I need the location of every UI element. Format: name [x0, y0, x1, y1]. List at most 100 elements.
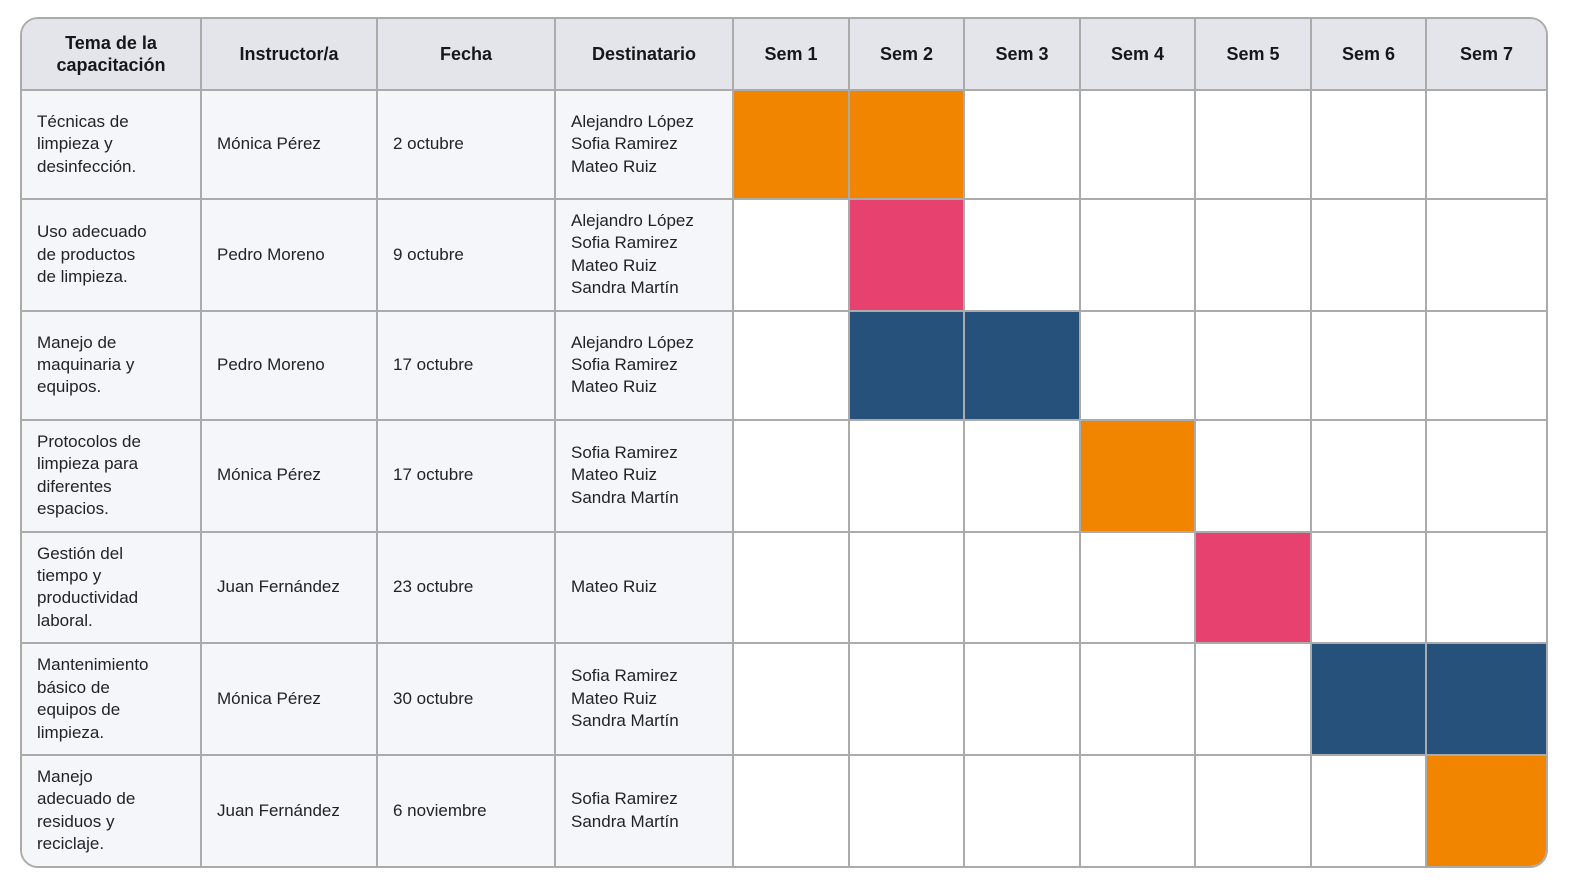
- gantt-cell-empty-week-6: [1312, 532, 1427, 645]
- column-header-week-4: Sem 4: [1081, 19, 1196, 91]
- gantt-cell-empty-week-3: [965, 91, 1081, 200]
- column-header-instructor: Instructor/a: [202, 19, 378, 91]
- instructor-cell: Juan Fernández: [202, 756, 378, 866]
- tema-cell: Manejo adecuado de residuos y reciclaje.: [22, 756, 202, 866]
- table-row: Gestión del tiempo y productividad labor…: [22, 532, 1546, 645]
- instructor-cell: Pedro Moreno: [202, 200, 378, 312]
- tema-cell: Técnicas de limpieza y desinfección.: [22, 91, 202, 200]
- gantt-cell-empty-week-5: [1196, 311, 1312, 421]
- table-body: Técnicas de limpieza y desinfección. Móni…: [22, 91, 1546, 866]
- column-header-week-7: Sem 7: [1427, 19, 1546, 91]
- tema-cell: Protocolos de limpieza para diferentes e…: [22, 420, 202, 533]
- tema-cell: Gestión del tiempo y productividad labor…: [22, 532, 202, 645]
- tema-cell: Manejo de maquinaria y equipos.: [22, 311, 202, 421]
- instructor-cell: Mónica Pérez: [202, 644, 378, 756]
- gantt-cell-empty-week-6: [1312, 420, 1427, 533]
- gantt-cell-empty-week-1: [734, 532, 850, 645]
- gantt-cell-empty-week-6: [1312, 311, 1427, 421]
- instructor-cell: Mónica Pérez: [202, 91, 378, 200]
- gantt-bar-blue-week-3: [965, 311, 1081, 421]
- gantt-cell-empty-week-4: [1081, 756, 1196, 866]
- fecha-cell: 17 octubre: [378, 420, 556, 533]
- gantt-cell-empty-week-1: [734, 644, 850, 756]
- column-header-week-1: Sem 1: [734, 19, 850, 91]
- gantt-cell-empty-week-7: [1427, 532, 1546, 645]
- gantt-cell-empty-week-5: [1196, 644, 1312, 756]
- column-header-destinatario: Destinatario: [556, 19, 734, 91]
- gantt-bar-orange-week-4: [1081, 420, 1196, 533]
- instructor-cell: Juan Fernández: [202, 532, 378, 645]
- tema-cell: Uso adecuado de productos de limpieza.: [22, 200, 202, 312]
- gantt-cell-empty-week-6: [1312, 756, 1427, 866]
- gantt-cell-empty-week-5: [1196, 756, 1312, 866]
- gantt-cell-empty-week-5: [1196, 420, 1312, 533]
- destinatario-cell: Sofia Ramirez Sandra Martín: [556, 756, 734, 866]
- header-row: Tema de la capacitación Instructor/a Fecha…: [22, 19, 1546, 91]
- destinatario-cell: Mateo Ruiz: [556, 532, 734, 645]
- training-schedule-table: Tema de la capacitación Instructor/a Fecha…: [22, 19, 1546, 866]
- gantt-cell-empty-week-4: [1081, 644, 1196, 756]
- destinatario-cell: Alejandro López Sofia Ramirez Mateo Ruiz: [556, 311, 734, 421]
- gantt-cell-empty-week-2: [850, 756, 965, 866]
- gantt-cell-empty-week-1: [734, 420, 850, 533]
- gantt-cell-empty-week-4: [1081, 532, 1196, 645]
- gantt-cell-empty-week-3: [965, 756, 1081, 866]
- table-header: Tema de la capacitación Instructor/a Fecha…: [22, 19, 1546, 91]
- gantt-cell-empty-week-7: [1427, 420, 1546, 533]
- fecha-cell: 17 octubre: [378, 311, 556, 421]
- destinatario-cell: Alejandro López Sofia Ramirez Mateo Ruiz: [556, 91, 734, 200]
- gantt-cell-empty-week-7: [1427, 91, 1546, 200]
- gantt-cell-empty-week-1: [734, 311, 850, 421]
- column-header-week-6: Sem 6: [1312, 19, 1427, 91]
- table-row: Mantenimiento básico de equipos de limpi…: [22, 644, 1546, 756]
- instructor-cell: Pedro Moreno: [202, 311, 378, 421]
- table-row: Técnicas de limpieza y desinfección. Móni…: [22, 91, 1546, 200]
- fecha-cell: 30 octubre: [378, 644, 556, 756]
- gantt-cell-empty-week-2: [850, 644, 965, 756]
- fecha-cell: 23 octubre: [378, 532, 556, 645]
- gantt-cell-empty-week-4: [1081, 200, 1196, 312]
- gantt-bar-blue-week-7: [1427, 644, 1546, 756]
- tema-cell: Mantenimiento básico de equipos de limpi…: [22, 644, 202, 756]
- table-row: Manejo de maquinaria y equipos. Pedro Mor…: [22, 311, 1546, 421]
- gantt-cell-empty-week-6: [1312, 91, 1427, 200]
- destinatario-cell: Sofia Ramirez Mateo Ruiz Sandra Martín: [556, 420, 734, 533]
- fecha-cell: 2 octubre: [378, 91, 556, 200]
- gantt-cell-empty-week-3: [965, 200, 1081, 312]
- gantt-bar-orange-week-7: [1427, 756, 1546, 866]
- gantt-cell-empty-week-2: [850, 420, 965, 533]
- instructor-cell: Mónica Pérez: [202, 420, 378, 533]
- gantt-cell-empty-week-7: [1427, 311, 1546, 421]
- table-row: Manejo adecuado de residuos y reciclaje.…: [22, 756, 1546, 866]
- gantt-cell-empty-week-3: [965, 420, 1081, 533]
- column-header-week-5: Sem 5: [1196, 19, 1312, 91]
- gantt-cell-empty-week-1: [734, 200, 850, 312]
- table-row: Protocolos de limpieza para diferentes e…: [22, 420, 1546, 533]
- gantt-bar-blue-week-2: [850, 311, 965, 421]
- gantt-bar-pink-week-2: [850, 200, 965, 312]
- gantt-cell-empty-week-5: [1196, 91, 1312, 200]
- gantt-cell-empty-week-5: [1196, 200, 1312, 312]
- column-header-fecha: Fecha: [378, 19, 556, 91]
- gantt-bar-pink-week-5: [1196, 532, 1312, 645]
- gantt-cell-empty-week-3: [965, 644, 1081, 756]
- gantt-cell-empty-week-4: [1081, 91, 1196, 200]
- gantt-bar-orange-week-2: [850, 91, 965, 200]
- column-header-week-3: Sem 3: [965, 19, 1081, 91]
- destinatario-cell: Sofia Ramirez Mateo Ruiz Sandra Martín: [556, 644, 734, 756]
- gantt-cell-empty-week-1: [734, 756, 850, 866]
- gantt-cell-empty-week-2: [850, 532, 965, 645]
- column-header-week-2: Sem 2: [850, 19, 965, 91]
- table-row: Uso adecuado de productos de limpieza. Pe…: [22, 200, 1546, 312]
- fecha-cell: 6 noviembre: [378, 756, 556, 866]
- gantt-bar-blue-week-6: [1312, 644, 1427, 756]
- destinatario-cell: Alejandro López Sofia Ramirez Mateo Ruiz…: [556, 200, 734, 312]
- gantt-cell-empty-week-6: [1312, 200, 1427, 312]
- gantt-cell-empty-week-3: [965, 532, 1081, 645]
- gantt-cell-empty-week-7: [1427, 200, 1546, 312]
- gantt-cell-empty-week-4: [1081, 311, 1196, 421]
- fecha-cell: 9 octubre: [378, 200, 556, 312]
- gantt-bar-orange-week-1: [734, 91, 850, 200]
- column-header-tema: Tema de la capacitación: [22, 19, 202, 91]
